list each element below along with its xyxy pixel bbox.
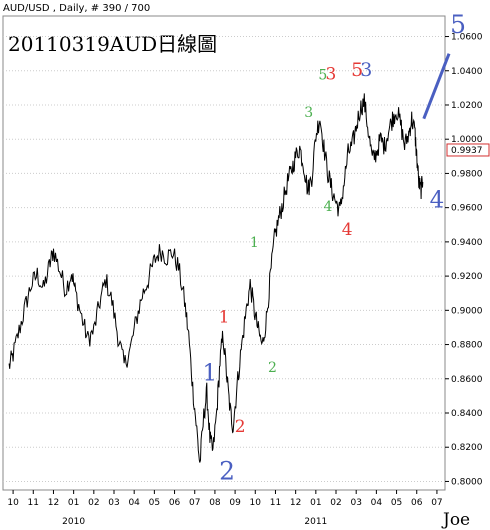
last-price-box	[446, 143, 490, 157]
chart-frame	[2, 15, 446, 491]
y-tick-label: 0.9800	[451, 169, 483, 179]
x-tick-label: 03	[350, 498, 361, 508]
signature: Joe	[441, 510, 470, 530]
chart-title: 20110319AUD日線圖	[8, 32, 217, 56]
x-tick-label: 08	[209, 498, 221, 508]
x-year-label: 2011	[304, 517, 327, 527]
y-tick-label: 1.0600	[451, 33, 483, 43]
x-tick-label: 04	[128, 498, 140, 508]
y-tick-label: 0.9200	[451, 272, 483, 282]
wave-label: 4	[430, 188, 445, 214]
y-tick-label: 0.8400	[451, 409, 483, 419]
wave-label: 1	[250, 235, 259, 251]
x-tick-label: 12	[290, 498, 301, 508]
wave-label: 3	[304, 105, 313, 121]
wave-label: 4	[342, 220, 353, 240]
y-tick-label: 1.0200	[451, 101, 483, 111]
price-series	[8, 93, 424, 463]
x-year-label: 2010	[62, 517, 85, 527]
x-tick-label: 05	[149, 498, 160, 508]
last-price-text: 0.9937	[451, 146, 483, 156]
x-axis: 10 11 12 01 02 03 04 05 06 07 08 09 10 11 12 01 02 03 04 05…	[7, 490, 443, 527]
x-tick-label: 07	[189, 498, 200, 508]
y-tick-label: 0.8200	[451, 443, 483, 453]
wave-label: 2	[235, 417, 246, 437]
x-tick-label: 02	[330, 498, 341, 508]
y-tick-label: 0.9600	[451, 204, 483, 214]
x-tick-label: 09	[229, 498, 241, 508]
last-price-marker: 0.9937	[446, 143, 490, 157]
wave-label: 1	[203, 360, 218, 386]
y-axis: 0.8000 0.8200 0.8400 0.8600 0.8800 0.9000 0.92…	[445, 33, 483, 487]
x-tick-label: 10	[250, 498, 262, 508]
y-tick-label: 0.9400	[451, 238, 483, 248]
y-tick-label: 1.0000	[451, 135, 483, 145]
wave-label: 5	[450, 10, 466, 39]
y-tick-label: 0.9000	[451, 306, 483, 316]
y-tick-label: 0.8000	[451, 477, 483, 487]
x-tick-label: 11	[28, 498, 39, 508]
x-tick-label: 05	[391, 498, 402, 508]
x-tick-label: 04	[371, 498, 383, 508]
x-tick-label: 06	[411, 498, 423, 508]
y-tick-label: 1.0400	[451, 67, 483, 77]
wave-label: 5	[351, 59, 363, 81]
x-tick-label: 07	[431, 498, 442, 508]
x-tick-label: 12	[48, 498, 59, 508]
wave-label: 4	[323, 199, 332, 215]
x-tick-label: 02	[88, 498, 99, 508]
wave-label: 2	[219, 457, 235, 486]
x-tick-label: 06	[169, 498, 181, 508]
wave-label: 2	[268, 360, 277, 376]
y-tick-label: 0.8600	[451, 375, 483, 385]
chart-header: AUD/USD , Daily, # 390 / 700	[3, 3, 150, 14]
wave-label: 5	[318, 67, 327, 83]
x-tick-label: 11	[270, 498, 281, 508]
wave-label: 3	[360, 59, 372, 81]
y-tick-label: 0.8800	[451, 341, 483, 351]
wave-label: 3	[326, 64, 337, 84]
x-tick-label: 01	[310, 498, 321, 508]
price-line	[8, 93, 424, 463]
wave-label: 1	[219, 307, 230, 327]
x-tick-label: 03	[108, 498, 119, 508]
projection-line	[422, 53, 451, 120]
x-tick-label: 10	[7, 498, 19, 508]
x-tick-label: 01	[68, 498, 79, 508]
